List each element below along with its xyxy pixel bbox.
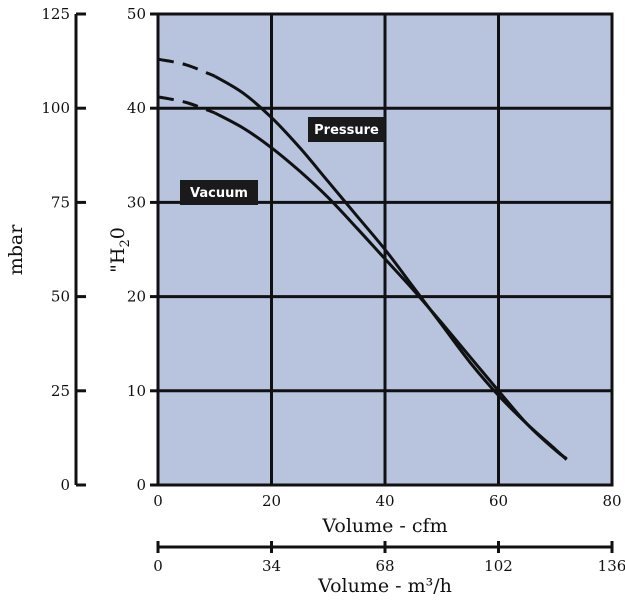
y-tick-label-10: 10 [127,382,146,400]
series-line-pressure-dashed [157,57,216,78]
x2-tick-label-34: 34 [262,557,281,575]
series-label-vacuum-box [180,180,258,205]
y2-tick-label-75: 75 [51,193,70,211]
y-tick-label-20: 20 [127,288,146,306]
x-tick-label-60: 60 [489,492,508,510]
y-tick-label-0: 0 [136,476,146,494]
x-tick-label-40: 40 [375,492,394,510]
series-label-pressure: Pressure [308,117,385,142]
y-axis-title: "H20 [107,227,133,273]
y-axis-title-main: "H [107,248,129,273]
x-tick-label-80: 80 [602,492,621,510]
y2-tick-label-0: 0 [60,476,70,494]
y2-axis-mbar: 0 25 50 75 100 125 [41,5,86,494]
y2-tick-label-100: 100 [41,99,70,117]
plot-frame [156,12,614,487]
series-line-vacuum-dashed [157,95,216,115]
x-axis-cfm: 0 20 40 60 80 [153,492,621,510]
series-lines [157,57,568,461]
y2-tick-label-25: 25 [51,382,70,400]
y2-tick-label-50: 50 [51,288,70,306]
x2-axis-title: Volume - m³/h [317,575,452,597]
series-line-vacuum [214,111,568,460]
x2-tick-label-102: 102 [484,557,513,575]
y-axis-inches: 0 10 20 30 40 50 [127,5,158,494]
y-tick-label-30: 30 [127,193,146,211]
x-tick-label-20: 20 [262,492,281,510]
x2-tick-label-0: 0 [153,557,163,575]
series-label-pressure-box [308,117,385,142]
x2-tick-label-68: 68 [375,557,394,575]
y2-axis-title: mbar [5,224,27,276]
series-label-vacuum: Vacuum [180,180,258,205]
x-tick-label-0: 0 [153,492,163,510]
y-axis-title-tail: 0 [107,227,129,239]
y-axis-title-subscript: 2 [118,239,133,247]
x-axis-title: Volume - cfm [321,515,447,537]
y-tick-label-40: 40 [127,99,146,117]
series-label-vacuum-text: Vacuum [190,186,248,201]
series-label-pressure-text: Pressure [314,123,379,138]
y2-tick-label-125: 125 [41,5,70,23]
y-tick-label-50: 50 [127,5,146,23]
x2-tick-label-136: 136 [598,557,625,575]
x2-axis-m3h: 0 34 68 102 136 [153,541,625,575]
